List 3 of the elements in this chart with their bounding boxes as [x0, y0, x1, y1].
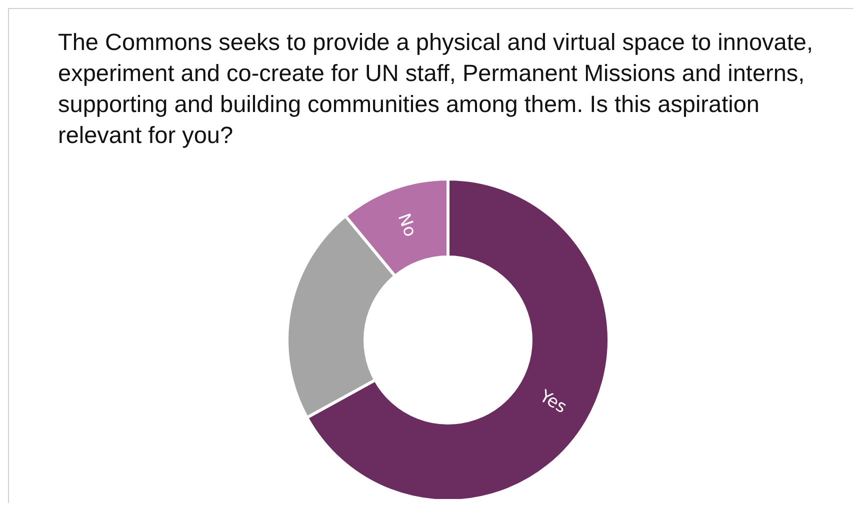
- chart-title: The Commons seeks to provide a physical and virtual space to innovate, experiment and co-create for UN staff, Permanent Missions and interns, supporting and building communities among them. Is this aspiration relevant for you?: [58, 28, 814, 150]
- slice-label: Yes: [535, 386, 570, 418]
- slice-label: No: [393, 210, 420, 240]
